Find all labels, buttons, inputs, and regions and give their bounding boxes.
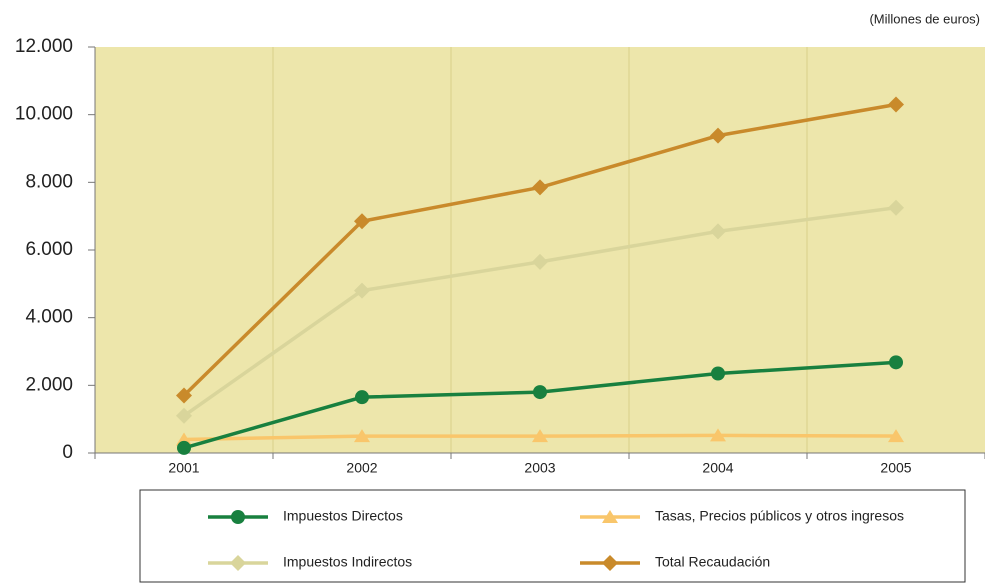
marker bbox=[888, 199, 904, 216]
y-tick-label: 6.000 bbox=[25, 239, 73, 260]
marker bbox=[532, 429, 548, 443]
marker bbox=[354, 429, 370, 443]
y-tick-label: 10.000 bbox=[15, 104, 73, 125]
x-tick-label: 2003 bbox=[524, 460, 555, 476]
x-tick-label: 2004 bbox=[702, 460, 733, 476]
y-tick-label: 4.000 bbox=[25, 307, 73, 328]
marker bbox=[710, 127, 726, 144]
marker bbox=[602, 510, 618, 523]
marker bbox=[176, 407, 192, 424]
x-tick-label: 2001 bbox=[168, 460, 199, 476]
y-tick-label: 12.000 bbox=[15, 36, 73, 57]
marker bbox=[532, 253, 548, 270]
marker bbox=[710, 428, 726, 442]
legend-label: Impuestos Indirectos bbox=[283, 554, 412, 570]
marker bbox=[177, 440, 191, 455]
legend-label: Tasas, Precios públicos y otros ingresos bbox=[655, 508, 904, 524]
y-tick-label: 0 bbox=[62, 442, 73, 463]
legend-box bbox=[139, 489, 966, 583]
marker bbox=[532, 179, 548, 196]
marker bbox=[889, 355, 903, 370]
marker bbox=[533, 385, 547, 400]
legend-label: Impuestos Directos bbox=[283, 508, 403, 524]
marker bbox=[354, 213, 370, 230]
marker bbox=[602, 555, 618, 571]
marker bbox=[711, 366, 725, 381]
y-tick-label: 2.000 bbox=[25, 374, 73, 395]
y-tick-label: 8.000 bbox=[25, 171, 73, 192]
marker bbox=[176, 387, 192, 404]
unit-note: (Millones de euros) bbox=[869, 11, 980, 26]
marker bbox=[710, 223, 726, 240]
marker bbox=[888, 429, 904, 443]
x-tick-label: 2005 bbox=[880, 460, 911, 476]
marker bbox=[888, 96, 904, 113]
marker bbox=[354, 282, 370, 299]
x-tick-label: 2002 bbox=[346, 460, 377, 476]
marker bbox=[231, 510, 245, 524]
marker bbox=[355, 390, 369, 405]
marker bbox=[230, 555, 246, 571]
legend-label: Total Recaudación bbox=[655, 554, 770, 570]
